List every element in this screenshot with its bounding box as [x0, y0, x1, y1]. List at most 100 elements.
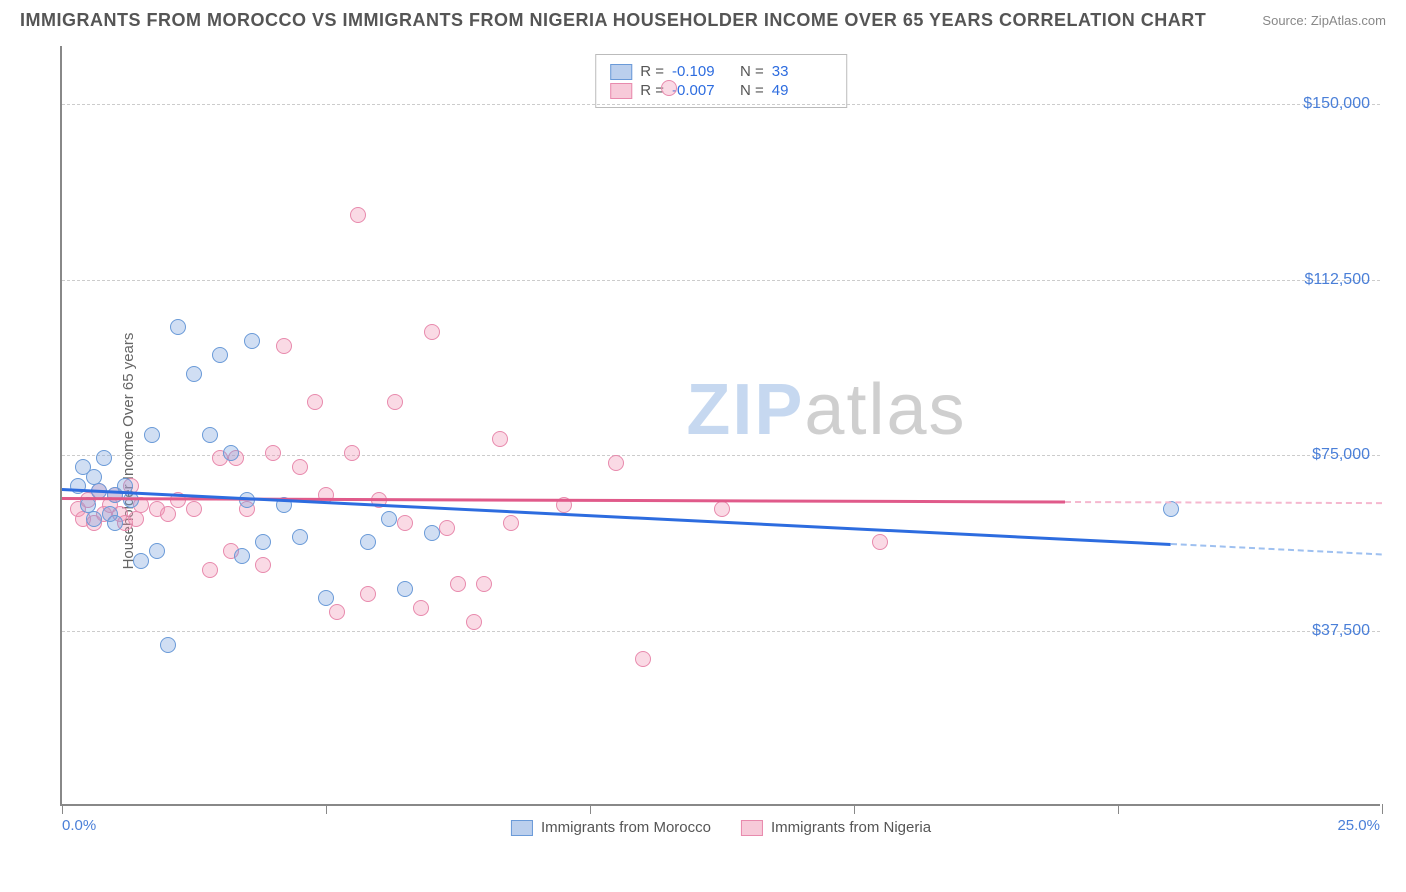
data-point-nigeria — [714, 501, 730, 517]
data-point-morocco — [292, 529, 308, 545]
swatch-nigeria — [610, 83, 632, 99]
data-point-nigeria — [329, 604, 345, 620]
x-tick-label-end: 25.0% — [1337, 817, 1380, 834]
legend-item-nigeria: Immigrants from Nigeria — [741, 819, 931, 836]
gridline — [62, 631, 1380, 632]
correlation-row-morocco: R = -0.109 N = 33 — [610, 63, 832, 80]
data-point-morocco — [149, 543, 165, 559]
trend-morocco-dash — [1171, 543, 1382, 555]
data-point-nigeria — [608, 455, 624, 471]
data-point-nigeria — [503, 515, 519, 531]
data-point-morocco — [234, 548, 250, 564]
n-value-nigeria: 49 — [772, 82, 832, 99]
x-tick — [1382, 804, 1383, 814]
data-point-morocco — [424, 525, 440, 541]
data-point-nigeria — [186, 501, 202, 517]
data-point-nigeria — [202, 562, 218, 578]
gridline — [62, 104, 1380, 105]
chart-title: IMMIGRANTS FROM MOROCCO VS IMMIGRANTS FR… — [20, 10, 1206, 31]
correlation-row-nigeria: R = -0.007 N = 49 — [610, 82, 832, 99]
data-point-nigeria — [360, 586, 376, 602]
x-tick-label-start: 0.0% — [62, 817, 96, 834]
y-tick-label: $37,500 — [1312, 622, 1370, 640]
swatch-nigeria — [741, 820, 763, 836]
x-tick — [590, 804, 591, 814]
data-point-morocco — [96, 450, 112, 466]
data-point-nigeria — [128, 511, 144, 527]
legend-label-morocco: Immigrants from Morocco — [541, 819, 711, 836]
data-point-nigeria — [476, 576, 492, 592]
data-point-nigeria — [387, 394, 403, 410]
swatch-morocco — [610, 64, 632, 80]
data-point-nigeria — [350, 207, 366, 223]
x-tick — [62, 804, 63, 814]
gridline — [62, 455, 1380, 456]
data-point-morocco — [318, 590, 334, 606]
data-point-morocco — [160, 637, 176, 653]
x-tick — [854, 804, 855, 814]
y-tick-label: $150,000 — [1303, 95, 1370, 113]
data-point-morocco — [144, 427, 160, 443]
correlation-legend: R = -0.109 N = 33 R = -0.007 N = 49 — [595, 54, 847, 108]
data-point-morocco — [223, 445, 239, 461]
n-label: N = — [740, 63, 764, 80]
source-attribution: Source: ZipAtlas.com — [1262, 13, 1386, 28]
chart-area: Householder Income Over 65 years ZIPatla… — [0, 36, 1406, 866]
x-tick — [326, 804, 327, 814]
legend-item-morocco: Immigrants from Morocco — [511, 819, 711, 836]
data-point-morocco — [86, 511, 102, 527]
data-point-nigeria — [635, 651, 651, 667]
data-point-morocco — [202, 427, 218, 443]
r-label: R = — [640, 82, 664, 99]
data-point-morocco — [123, 492, 139, 508]
source-link[interactable]: ZipAtlas.com — [1311, 13, 1386, 28]
data-point-nigeria — [492, 431, 508, 447]
legend-label-nigeria: Immigrants from Nigeria — [771, 819, 931, 836]
r-label: R = — [640, 63, 664, 80]
data-point-nigeria — [424, 324, 440, 340]
trend-morocco-solid — [62, 488, 1171, 545]
r-value-morocco: -0.109 — [672, 63, 732, 80]
y-tick-label: $75,000 — [1312, 446, 1370, 464]
data-point-nigeria — [160, 506, 176, 522]
watermark-prefix: ZIP — [686, 370, 804, 450]
data-point-nigeria — [413, 600, 429, 616]
x-tick — [1118, 804, 1119, 814]
source-label: Source: — [1262, 13, 1307, 28]
data-point-nigeria — [439, 520, 455, 536]
swatch-morocco — [511, 820, 533, 836]
data-point-nigeria — [466, 614, 482, 630]
data-point-nigeria — [255, 557, 271, 573]
r-value-nigeria: -0.007 — [672, 82, 732, 99]
data-point-morocco — [255, 534, 271, 550]
data-point-morocco — [170, 319, 186, 335]
trend-nigeria-dash — [1065, 501, 1382, 504]
data-point-nigeria — [397, 515, 413, 531]
data-point-morocco — [212, 347, 228, 363]
data-point-nigeria — [450, 576, 466, 592]
data-point-morocco — [1163, 501, 1179, 517]
data-point-nigeria — [307, 394, 323, 410]
watermark: ZIPatlas — [686, 369, 966, 451]
data-point-morocco — [244, 333, 260, 349]
data-point-nigeria — [872, 534, 888, 550]
data-point-nigeria — [276, 338, 292, 354]
watermark-suffix: atlas — [804, 370, 966, 450]
data-point-morocco — [107, 515, 123, 531]
data-point-nigeria — [661, 80, 677, 96]
n-value-morocco: 33 — [772, 63, 832, 80]
data-point-morocco — [397, 581, 413, 597]
y-tick-label: $112,500 — [1304, 271, 1370, 289]
data-point-morocco — [133, 553, 149, 569]
data-point-morocco — [360, 534, 376, 550]
plot-region: ZIPatlas R = -0.109 N = 33 R = -0.007 N … — [60, 46, 1380, 806]
series-legend: Immigrants from Morocco Immigrants from … — [511, 819, 931, 836]
data-point-morocco — [186, 366, 202, 382]
data-point-morocco — [381, 511, 397, 527]
n-label: N = — [740, 82, 764, 99]
data-point-nigeria — [265, 445, 281, 461]
data-point-nigeria — [344, 445, 360, 461]
gridline — [62, 280, 1380, 281]
chart-header: IMMIGRANTS FROM MOROCCO VS IMMIGRANTS FR… — [0, 0, 1406, 36]
data-point-nigeria — [292, 459, 308, 475]
